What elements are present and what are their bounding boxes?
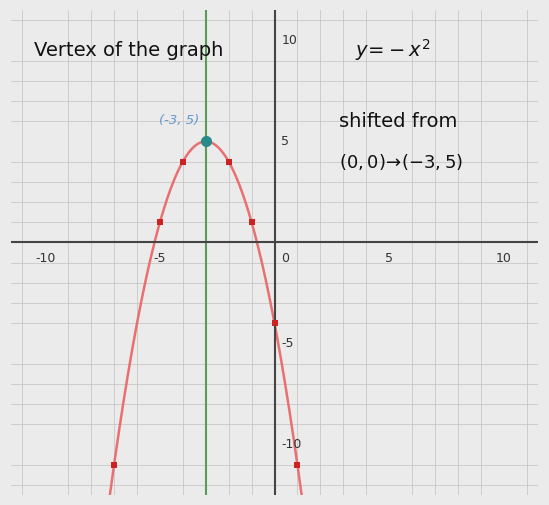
- Text: 10: 10: [282, 34, 297, 47]
- Text: $(0,0)\!\rightarrow\!(-3,5)$: $(0,0)\!\rightarrow\!(-3,5)$: [339, 152, 463, 172]
- Text: 0: 0: [282, 252, 289, 266]
- Text: -5: -5: [282, 337, 294, 350]
- Text: (-3, 5): (-3, 5): [159, 114, 199, 127]
- Text: 5: 5: [385, 252, 393, 266]
- Text: 5: 5: [282, 135, 289, 148]
- Text: shifted from: shifted from: [339, 112, 457, 131]
- Text: -5: -5: [154, 252, 166, 266]
- Text: Vertex of the graph: Vertex of the graph: [34, 41, 223, 60]
- Text: $y\!=\!-x^2$: $y\!=\!-x^2$: [355, 37, 430, 64]
- Text: -10: -10: [282, 438, 302, 451]
- Text: -10: -10: [35, 252, 55, 266]
- Text: 10: 10: [496, 252, 512, 266]
